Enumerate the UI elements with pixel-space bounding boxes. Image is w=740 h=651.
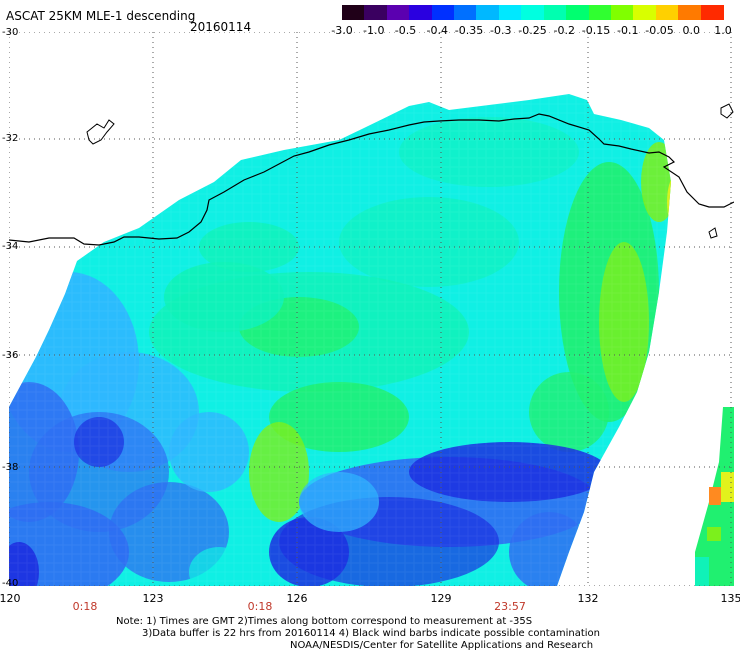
footnote-line: Note: 1) Times are GMT 2)Times along bot…: [116, 616, 532, 627]
lon-label-129: 129: [431, 592, 452, 605]
product-title: ASCAT 25KM MLE-1 descending: [6, 9, 195, 23]
island-outline: [721, 104, 733, 118]
wind-speed-field: [709, 487, 721, 505]
colorbar-swatch: [566, 5, 589, 20]
island-outline: [87, 120, 114, 144]
colorbar-swatch: [454, 5, 477, 20]
time-label: 23:57: [494, 600, 526, 613]
colorbar-swatch: [499, 5, 522, 20]
time-label: 0:18: [73, 600, 98, 613]
lat-label-30: -30: [2, 27, 18, 38]
main-swath: [9, 32, 734, 586]
colorbar-swatch: [678, 5, 701, 20]
lat-label-36: -36: [2, 350, 18, 361]
colorbar-swatch: [409, 5, 432, 20]
lon-label-135: 135: [721, 592, 740, 605]
lon-label-126: 126: [287, 592, 308, 605]
scatterometer-map: [9, 32, 734, 586]
colorbar-swatch: [476, 5, 499, 20]
lat-label-38: -38: [2, 462, 18, 473]
secondary-swath: [695, 407, 734, 586]
footnote-line: 3)Data buffer is 22 hrs from 20160114 4)…: [142, 628, 600, 639]
wind-speed-field: [707, 527, 721, 541]
island-outline: [709, 228, 717, 238]
lon-label-132: 132: [578, 592, 599, 605]
colorbar-swatch: [611, 5, 634, 20]
colorbar: [342, 5, 723, 20]
colorbar-swatch: [633, 5, 656, 20]
lat-label-34: -34: [2, 241, 18, 252]
colorbar-swatch: [544, 5, 567, 20]
colorbar-swatch: [364, 5, 387, 20]
colorbar-swatch: [342, 5, 365, 20]
colorbar-swatch: [656, 5, 679, 20]
colorbar-swatch: [432, 5, 455, 20]
swath-layer: [9, 32, 734, 586]
colorbar-swatch: [589, 5, 612, 20]
lat-label-40: -40: [2, 578, 18, 589]
wind-speed-field: [721, 472, 734, 502]
cell-grid-texture: [9, 32, 734, 586]
lon-label-123: 123: [143, 592, 164, 605]
colorbar-swatch: [521, 5, 544, 20]
colorbar-swatch: [387, 5, 410, 20]
lon-label-120: 120: [0, 592, 21, 605]
lat-label-32: -32: [2, 133, 18, 144]
footnote-line: NOAA/NESDIS/Center for Satellite Applica…: [290, 640, 593, 651]
colorbar-swatch: [701, 5, 724, 20]
wind-speed-field: [695, 557, 709, 586]
time-label: 0:18: [248, 600, 273, 613]
